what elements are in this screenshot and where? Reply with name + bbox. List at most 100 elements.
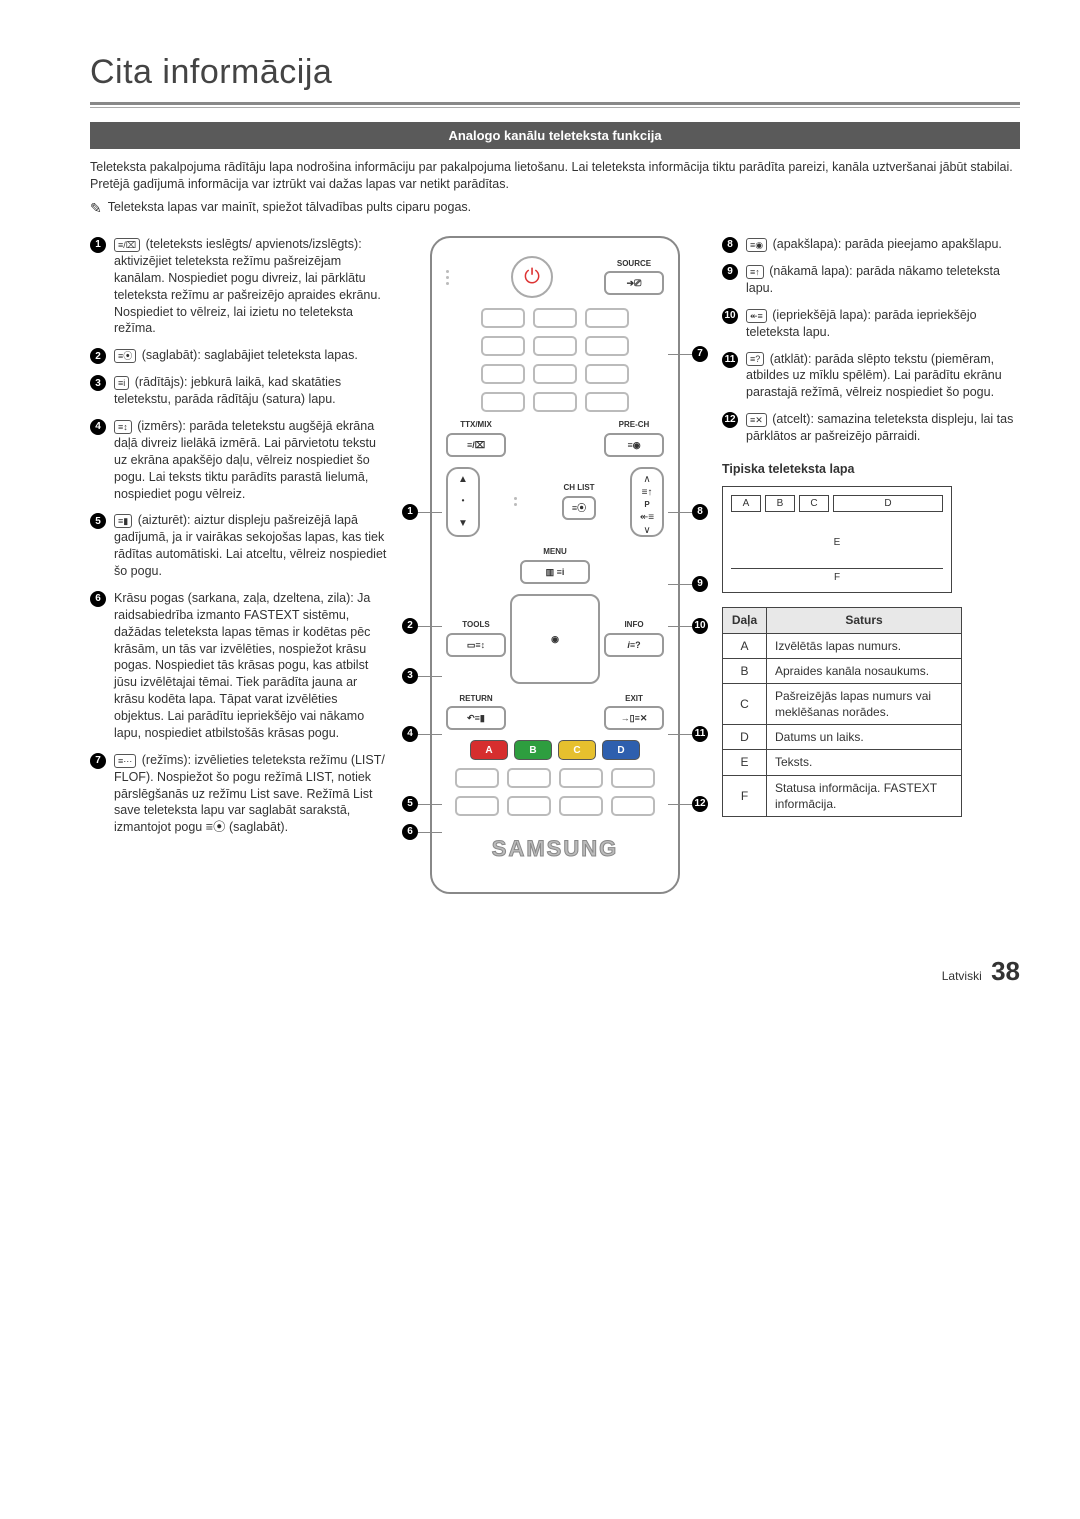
color-button[interactable]: B <box>514 740 552 760</box>
intro-block: Teleteksta pakalpojuma rādītāju lapa nod… <box>90 159 1020 193</box>
bullet-icon: 2 <box>90 348 106 364</box>
note-text: Teleteksta lapas var mainīt, spiežot tāl… <box>108 199 471 216</box>
bullet-icon: 7 <box>90 753 106 769</box>
table-row: BApraides kanāla nosaukums. <box>723 658 962 683</box>
channel-rocker[interactable]: ∧≡↑ P ↞≡∨ <box>630 467 664 537</box>
page-footer: Latviski 38 <box>90 954 1020 989</box>
power-button[interactable]: ⏻ <box>511 256 553 298</box>
media-button[interactable] <box>611 796 655 816</box>
right-column: 8 ≡◉ (apakšlapa): parāda pieejamo apakšl… <box>722 236 1020 817</box>
table-cell: F <box>723 775 767 816</box>
list-item: 6 Krāsu pogas (sarkana, zaļa, dzeltena, … <box>90 590 388 742</box>
parts-table: Daļa Saturs AIzvēlētās lapas numurs.BApr… <box>722 607 962 817</box>
item-body: ≡↑ (nākamā lapa): parāda nākamo teleteks… <box>746 263 1020 297</box>
note-icon: ✎ <box>90 199 102 218</box>
key-symbol: ≡▮ <box>114 514 132 528</box>
list-item: 12 ≡✕ (atcelt): samazina teleteksta disp… <box>722 411 1020 445</box>
rule-thin <box>90 107 1020 108</box>
callout-bullet: 1 <box>402 504 418 520</box>
table-row: AIzvēlētās lapas numurs. <box>723 633 962 658</box>
num-button[interactable] <box>585 308 629 328</box>
left-column: 1 ≡/⌧ (teleteksts ieslēgts/ apvienots/iz… <box>90 236 388 846</box>
exit-button[interactable]: →▯≡✕ <box>604 706 664 730</box>
ir-dots <box>446 270 460 285</box>
media-button[interactable] <box>507 768 551 788</box>
media-button[interactable] <box>455 796 499 816</box>
ttx-button[interactable]: ≡/⌧ <box>446 433 506 457</box>
num-button[interactable] <box>585 364 629 384</box>
return-button[interactable]: ↶≡▮ <box>446 706 506 730</box>
list-item: 9 ≡↑ (nākamā lapa): parāda nākamo telete… <box>722 263 1020 297</box>
volume-rocker[interactable]: ▲•▼ <box>446 467 480 537</box>
item-body: ↞≡ (iepriekšējā lapa): parāda iepriekšēj… <box>746 307 1020 341</box>
list-item: 4 ≡↕ (izmērs): parāda teletekstu augšējā… <box>90 418 388 502</box>
callout-bullet: 4 <box>402 726 418 742</box>
dpad[interactable]: ◉ <box>510 594 600 684</box>
diag-e: E <box>731 518 943 568</box>
menu-button[interactable]: ▥ ≡i <box>520 560 590 584</box>
note-row: ✎ Teleteksta lapas var mainīt, spiežot t… <box>90 199 1020 218</box>
num-button[interactable] <box>481 392 525 412</box>
bullet-icon: 4 <box>90 419 106 435</box>
color-button[interactable]: C <box>558 740 596 760</box>
media-button[interactable] <box>507 796 551 816</box>
prech-button[interactable]: ≡◉ <box>604 433 664 457</box>
ttx-label: TTX/MIX <box>460 420 492 431</box>
item-body: ≡⋯ (režīms): izvēlieties teleteksta režī… <box>114 752 388 836</box>
media-button[interactable] <box>611 768 655 788</box>
media-button[interactable] <box>559 796 603 816</box>
num-button[interactable] <box>533 392 577 412</box>
source-button[interactable]: ➔⎚ <box>604 271 664 295</box>
key-symbol: ↞≡ <box>746 309 767 323</box>
color-button[interactable]: D <box>602 740 640 760</box>
bullet-icon: 11 <box>722 352 738 368</box>
table-cell: D <box>723 725 767 750</box>
table-header-content: Saturs <box>767 608 962 633</box>
table-cell: Pašreizējās lapas numurs vai meklēšanas … <box>767 683 962 724</box>
num-button[interactable] <box>533 336 577 356</box>
key-symbol: ≡⋯ <box>114 754 136 768</box>
table-cell: Datums un laiks. <box>767 725 962 750</box>
list-item: 2 ≡⦿ (saglabāt): saglabājiet teleteksta … <box>90 347 388 364</box>
num-button[interactable] <box>533 364 577 384</box>
table-cell: Apraides kanāla nosaukums. <box>767 658 962 683</box>
info-button[interactable]: i ≡? <box>604 633 664 657</box>
num-button[interactable] <box>585 336 629 356</box>
num-button[interactable] <box>481 364 525 384</box>
callout-bullet: 12 <box>692 796 708 812</box>
num-button[interactable] <box>481 308 525 328</box>
p-label: P <box>644 500 649 511</box>
media-button[interactable] <box>559 768 603 788</box>
info-label: INFO <box>624 620 643 631</box>
key-symbol: ≡↕ <box>114 420 132 434</box>
callout-bullet: 11 <box>692 726 708 742</box>
callout-bullet: 8 <box>692 504 708 520</box>
page-diagram: A B C D E F <box>722 486 952 594</box>
typical-heading: Tipiska teleteksta lapa <box>722 461 1020 478</box>
media-button[interactable] <box>455 768 499 788</box>
chlist-label: CH LIST <box>563 483 594 494</box>
table-row: CPašreizējās lapas numurs vai meklēšanas… <box>723 683 962 724</box>
callout-bullet: 7 <box>692 346 708 362</box>
diag-f: F <box>731 568 943 585</box>
list-item: 1 ≡/⌧ (teleteksts ieslēgts/ apvienots/iz… <box>90 236 388 337</box>
list-item: 11 ≡? (atklāt): parāda slēpto tekstu (pi… <box>722 351 1020 402</box>
item-body: Krāsu pogas (sarkana, zaļa, dzeltena, zi… <box>114 590 388 742</box>
key-symbol: ≡⦿ <box>114 349 136 363</box>
callout-bullet: 9 <box>692 576 708 592</box>
bullet-icon: 9 <box>722 264 738 280</box>
brand-logo: SAMSUNG <box>446 834 664 864</box>
chlist-button[interactable]: ≡⦿ <box>562 496 596 520</box>
item-body: ≡/⌧ (teleteksts ieslēgts/ apvienots/izsl… <box>114 236 388 337</box>
num-button[interactable] <box>585 392 629 412</box>
num-button[interactable] <box>533 308 577 328</box>
item-body: ≡▮ (aizturēt): aiztur displeju pašreizēj… <box>114 512 388 580</box>
callout-bullet: 5 <box>402 796 418 812</box>
diag-a: A <box>731 495 761 513</box>
table-cell: C <box>723 683 767 724</box>
item-body: ≡i (rādītājs): jebkurā laikā, kad skatāt… <box>114 374 388 408</box>
color-button[interactable]: A <box>470 740 508 760</box>
num-button[interactable] <box>481 336 525 356</box>
item-body: ≡◉ (apakšlapa): parāda pieejamo apakšlap… <box>746 236 1020 253</box>
tools-button[interactable]: ▭≡↕ <box>446 633 506 657</box>
